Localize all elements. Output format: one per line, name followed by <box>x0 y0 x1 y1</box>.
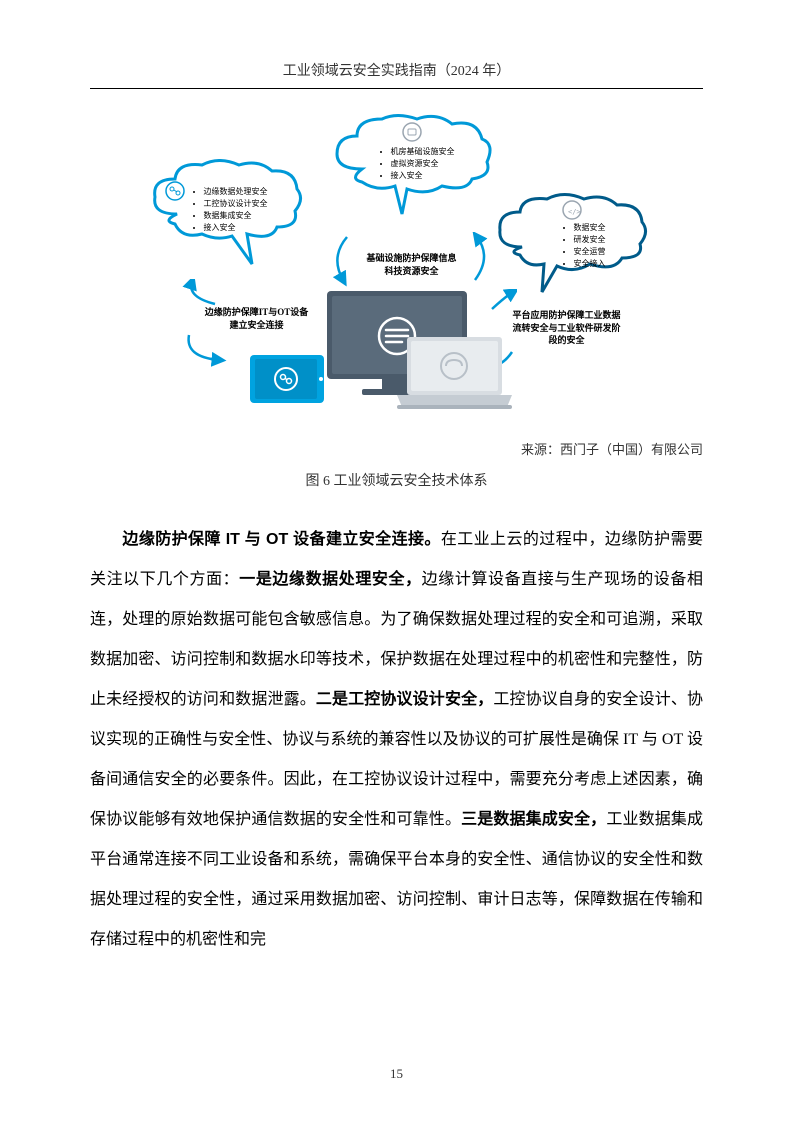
left-annotation: 边缘防护保障IT与OT设备 建立安全连接 <box>197 306 317 331</box>
arrow-center-left <box>325 232 355 287</box>
cloud-right-item: 安全接入 <box>574 258 652 270</box>
right-annotation-l2: 流转安全与工业软件研发阶 <box>502 322 632 335</box>
cloud-top-items: 机房基础设施安全 虚拟资源安全 接入安全 <box>379 146 489 182</box>
para-bold-1: 边缘防护保障 IT 与 OT 设备建立安全连接。 <box>122 531 441 548</box>
para-bold-3: 二是工控协议设计安全， <box>316 691 493 708</box>
para-text-2: 边缘计算设备直接与生产现场的设备相连，处理的原始数据可能包含敏感信息。为了确保数… <box>90 571 703 708</box>
body-paragraph: 边缘防护保障 IT 与 OT 设备建立安全连接。在工业上云的过程中，边缘防护需要… <box>90 520 703 960</box>
para-bold-4: 三是数据集成安全， <box>461 811 606 828</box>
figure-caption: 图 6 工业领域云安全技术体系 <box>90 470 703 490</box>
para-text-4: 工业数据集成平台通常连接不同工业设备和系统，需确保平台本身的安全性、通信协议的安… <box>90 811 703 948</box>
cloud-top-item: 接入安全 <box>391 170 489 182</box>
para-text-3: 工控协议自身的安全设计、协议实现的正确性与安全性、协议与系统的兼容性以及协议的可… <box>90 691 703 828</box>
laptop-device <box>392 332 517 417</box>
arrow-center-right <box>467 232 497 287</box>
center-annotation-l1: 基础设施防护保障信息 <box>352 252 472 265</box>
page-header: 工业领域云安全实践指南（2024 年） <box>90 60 703 89</box>
cloud-right-item: 研发安全 <box>574 234 652 246</box>
cloud-left-item: 数据集成安全 <box>204 210 302 222</box>
right-annotation-l3: 段的安全 <box>502 334 632 347</box>
center-annotation-l2: 科技资源安全 <box>352 265 472 278</box>
cloud-top-item: 虚拟资源安全 <box>391 158 489 170</box>
arrow-left-bottom <box>177 332 227 367</box>
cloud-left-item: 工控协议设计安全 <box>204 198 302 210</box>
arrow-left-top <box>177 279 222 309</box>
page-number: 15 <box>0 1066 793 1082</box>
right-annotation-l1: 平台应用防护保障工业数据 <box>502 309 632 322</box>
arrow-right-top <box>487 289 517 314</box>
cloud-right-item: 数据安全 <box>574 222 652 234</box>
svg-text:</>: </> <box>568 208 581 216</box>
diagram-source: 来源：西门子（中国）有限公司 <box>90 439 703 458</box>
center-annotation: 基础设施防护保障信息 科技资源安全 <box>352 252 472 277</box>
cloud-top-item: 机房基础设施安全 <box>391 146 489 158</box>
right-annotation: 平台应用防护保障工业数据 流转安全与工业软件研发阶 段的安全 <box>502 309 632 347</box>
tablet-device <box>247 352 327 412</box>
para-bold-2: 一是边缘数据处理安全， <box>239 571 421 588</box>
cloud-right-item: 安全运营 <box>574 246 652 258</box>
cloud-right-items: 数据安全 研发安全 安全运营 安全接入 <box>562 222 652 270</box>
left-annotation-l2: 建立安全连接 <box>197 319 317 332</box>
cloud-left-item: 接入安全 <box>204 222 302 234</box>
cloud-left-items: 边缘数据处理安全 工控协议设计安全 数据集成安全 接入安全 <box>192 186 302 234</box>
cloud-left-item: 边缘数据处理安全 <box>204 186 302 198</box>
architecture-diagram: 机房基础设施安全 虚拟资源安全 接入安全 边缘数据处理安全 工控协议设计安全 数… <box>147 114 647 424</box>
